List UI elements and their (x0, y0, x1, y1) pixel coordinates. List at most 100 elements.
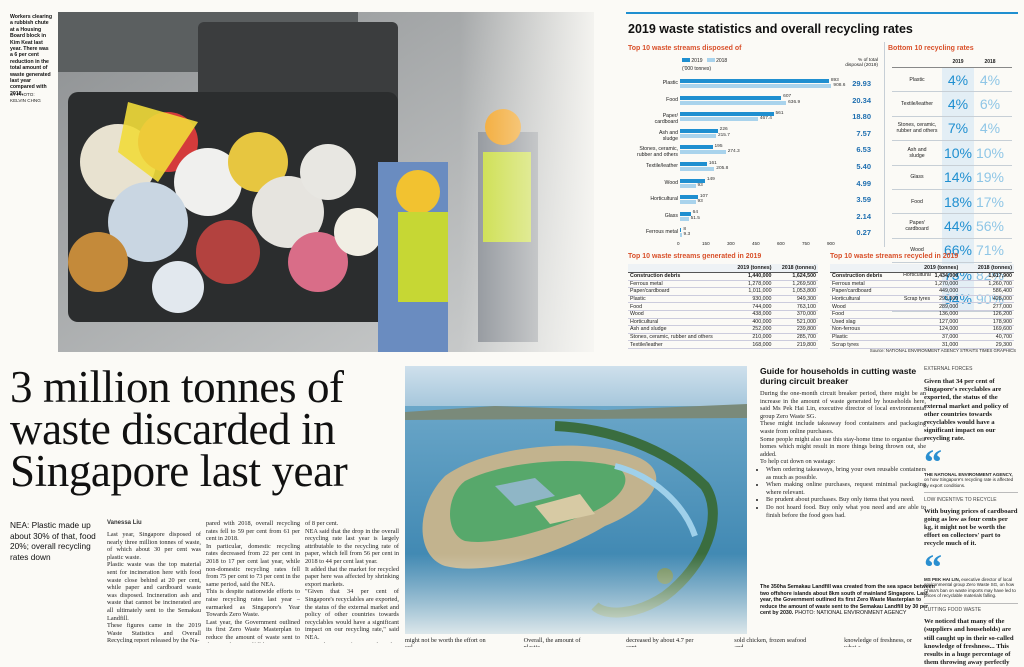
table-header-cell: 2019 (tonnes) (906, 264, 961, 273)
table-cell: 1,011,000 (729, 287, 774, 296)
disposed-pct-header: % of total disposal (2019) (845, 58, 878, 68)
rates-col-2019: 2019 (952, 58, 964, 65)
bar-category-label: Stones, ceramic, rubber and others (637, 146, 678, 159)
axis-tick-label: 0 (677, 241, 680, 246)
recycled-table: 2019 (tonnes) 2018 (tonnes) Construction d… (830, 264, 1014, 349)
rate-2019: 14% (942, 165, 974, 189)
rate-2018: 4% (979, 71, 1001, 88)
bar-2019 (680, 145, 713, 150)
rate-2018: 56% (975, 218, 1005, 235)
photo2-credit: PHOTO: NATIONAL ENVIRONMENT AGENCY (794, 610, 907, 616)
infographic: 2019 waste statistics and overall recycl… (626, 12, 1018, 356)
table-cell: Stones, ceramic, rubber and others (628, 333, 730, 342)
photo-workers (58, 12, 594, 352)
table-cell: 40,700 (960, 333, 1014, 342)
rate-2018: 4% (979, 120, 1001, 137)
table-cell: Textile/leather (628, 340, 730, 349)
bar-2019 (680, 128, 718, 133)
legend-2018-label: 2018 (716, 58, 728, 64)
legend-2018-swatch (706, 58, 715, 62)
table-cell: Construction debris (830, 272, 907, 281)
sidebar-attr2: MS PEK HAI LIN, executive director of lo… (924, 577, 1018, 599)
bar-2019-value: 195 (714, 143, 723, 149)
recycled-title: Top 10 waste streams recycled in 2019 (830, 253, 959, 260)
bar-pct-of-total: 3.59 (856, 195, 871, 205)
table-cell: 169,600 (960, 325, 1014, 334)
rate-row: Paper/ cardboard 44% 56% (892, 214, 1012, 239)
rate-label: Glass (910, 174, 924, 181)
sidebar-quote2: With buying prices of cardboard going as… (924, 507, 1018, 548)
table-row: Horticultural 400,000 521,000 (628, 318, 818, 327)
bar-category-label: Wood (664, 179, 678, 186)
article-col1: Last year, Singapore disposed of nearly … (107, 531, 201, 643)
rate-row: Glass 14% 19% (892, 165, 1012, 190)
bar-row: Horticultural 107 93 3.59 (626, 192, 956, 210)
table-cell: Plastic (830, 333, 907, 342)
bar-category-label: Food (666, 96, 678, 103)
bar-row: Ferrous metal 8 9.3 0.27 (626, 225, 956, 243)
bar-2019 (680, 211, 691, 216)
bar-2018-value: 93 (697, 199, 703, 205)
bar-2019-value: 561 (775, 110, 784, 116)
generated-title: Top 10 waste streams generated in 2019 (628, 253, 762, 260)
sidebar-label-food: CUTTING FOOD WASTE (924, 607, 982, 614)
table-cell: Used slag (830, 318, 907, 327)
table-cell: Plastic (628, 295, 730, 304)
landfill-photo-illustration (405, 366, 747, 634)
axis-tick-label: 600 (777, 241, 785, 246)
table-row: Textile/leather 168,000 219,800 (628, 340, 818, 349)
workers-photo-illustration (58, 12, 594, 352)
table-cell: 168,000 (729, 340, 774, 349)
table-cell: 1,617,900 (960, 272, 1014, 281)
rate-label: Stones, ceramic, rubber and others (896, 122, 938, 135)
axis-tick-label: 750 (802, 241, 810, 246)
bar-2018 (680, 100, 787, 105)
bar-2019-value: 226 (719, 127, 728, 133)
table-row: Scrap tyres 31,000 29,300 (830, 340, 1014, 349)
rate-2018: 6% (979, 96, 1001, 113)
bar-category-label: Ferrous metal (646, 229, 678, 236)
table-cell: 239,800 (773, 325, 818, 334)
table-header-cell (628, 264, 730, 273)
bar-2019-value: 893 (830, 77, 839, 83)
bar-pct-of-total: 4.99 (856, 178, 871, 188)
table-cell: Food (830, 310, 907, 319)
table-cell: 586,400 (960, 287, 1014, 296)
article-col2: pared with 2018, overall recycling rates… (206, 520, 300, 643)
attr1-name: THE NATIONAL ENVIRONMENT AGENCY, (924, 471, 1013, 477)
table-row: Paper/cardboard 1,011,000 1,053,800 (628, 287, 818, 296)
table-cell: 136,000 (906, 310, 961, 319)
legend-2019-swatch (682, 58, 690, 62)
bar-2018-value: 274.3 (727, 149, 740, 155)
table-cell: Paper/cardboard (830, 287, 907, 296)
bar-row: Plastic 893 908.6 29.93 (626, 76, 956, 94)
table-cell: Construction debris (628, 272, 730, 281)
attr2-desc: executive director of local environmenta… (924, 576, 1016, 599)
bar-2019 (680, 178, 705, 183)
rate-2019: 10% (942, 141, 974, 165)
article-fragment: sold chicken, frozen seafood and (734, 637, 807, 647)
bar-2019 (680, 112, 774, 117)
table-row: Plastic 37,000 40,700 (830, 333, 1014, 342)
article-fragment: decreased by about 4.7 per cent. (626, 637, 694, 647)
rate-label: Paper/ cardboard (905, 220, 929, 233)
bar-category-label: Horticultural (650, 196, 678, 203)
rate-2019: 4% (942, 92, 974, 116)
rate-2019: 66% (942, 238, 974, 263)
article-bottom-fragments: might not be worth the effort on col- Ove… (405, 637, 925, 647)
rates-header: 2019 2018 (892, 56, 1012, 68)
bar-row: Paper/ cardboard 561 467.4 18.80 (626, 109, 956, 127)
bar-2018 (680, 133, 716, 138)
bar-2019-value: 8 (683, 226, 686, 232)
table-header-cell: 2019 (tonnes) (729, 264, 774, 273)
rate-2018: 17% (975, 193, 1005, 210)
article-fragment: knowledge of freshness, or what a (844, 637, 912, 647)
table-cell: Food (628, 302, 730, 311)
bar-row: Glass 64 51.5 2.14 (626, 209, 956, 227)
bar-2018-value: 467.4 (759, 116, 772, 122)
bar-category-label: Ash and sludge (658, 129, 678, 142)
bar-2018-value: 908.6 (833, 83, 846, 88)
rate-label: Wood (910, 247, 924, 254)
axis-tick-label: 150 (702, 241, 710, 246)
sidebar-attr1: THE NATIONAL ENVIRONMENT AGENCY, on how … (924, 472, 1018, 489)
